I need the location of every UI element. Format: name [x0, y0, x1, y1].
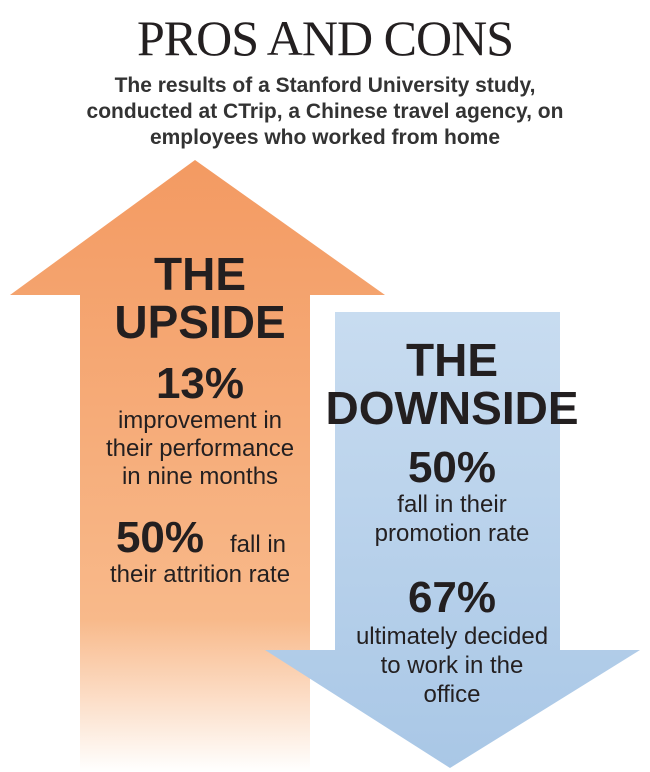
- item-text: office: [424, 681, 481, 708]
- subtitle: The results of a Stanford University stu…: [115, 74, 536, 97]
- item-text: improvement in: [118, 407, 282, 434]
- heading: DOWNSIDE: [326, 382, 579, 434]
- title: PROS AND CONS: [137, 10, 513, 66]
- heading: THE: [406, 334, 498, 386]
- figure: 67%: [408, 573, 496, 622]
- item-text: ultimately decided: [356, 623, 548, 650]
- subtitle: employees who worked from home: [150, 126, 500, 149]
- subtitle: conducted at CTrip, a Chinese travel age…: [87, 100, 564, 123]
- down-arrow: [265, 312, 640, 768]
- item-text: their attrition rate: [110, 561, 290, 588]
- item-text: fall in: [230, 531, 286, 558]
- figure: 50%: [408, 443, 496, 492]
- heading: UPSIDE: [114, 296, 285, 348]
- figure: 50%: [116, 513, 204, 562]
- heading: THE: [154, 248, 246, 300]
- item-text: in nine months: [122, 463, 278, 490]
- item-text: fall in their: [397, 491, 506, 518]
- item-text: to work in the: [381, 652, 524, 679]
- item-text: their performance: [106, 435, 294, 462]
- item-text: promotion rate: [375, 520, 530, 547]
- up-arrow: [10, 160, 385, 772]
- figure: 13%: [156, 359, 244, 408]
